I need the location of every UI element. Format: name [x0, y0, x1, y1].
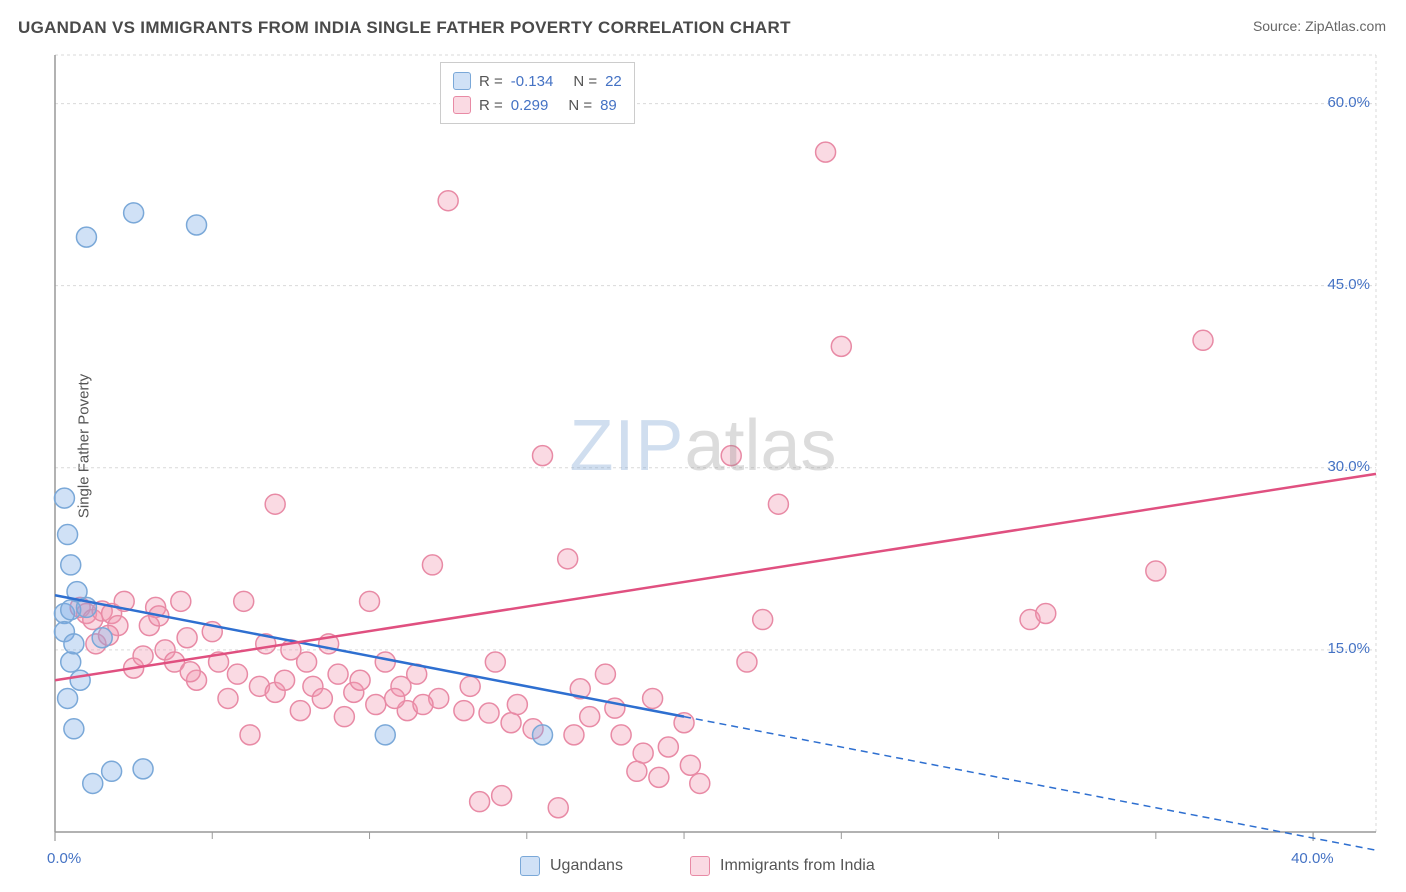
bottom-legend-india: Immigrants from India [690, 856, 875, 876]
x-tick-label: 40.0% [1291, 850, 1334, 867]
legend-r-label: R = [479, 73, 503, 90]
legend-r-ugandans: -0.134 [511, 73, 554, 90]
legend-n-label: N = [573, 73, 597, 90]
legend-n-label: N = [568, 97, 592, 114]
legend-label-india: Immigrants from India [720, 857, 875, 875]
legend-label-ugandans: Ugandans [550, 857, 623, 875]
y-tick-label: 45.0% [1327, 276, 1370, 293]
legend-swatch-india [690, 856, 710, 876]
scatter-plot [0, 0, 1406, 892]
legend-swatch-ugandans [453, 72, 471, 90]
legend-n-india: 89 [600, 97, 617, 114]
y-tick-label: 15.0% [1327, 640, 1370, 657]
legend-swatch-india [453, 96, 471, 114]
y-tick-label: 60.0% [1327, 94, 1370, 111]
y-tick-label: 30.0% [1327, 458, 1370, 475]
x-tick-label: 0.0% [47, 850, 81, 867]
chart-container: UGANDAN VS IMMIGRANTS FROM INDIA SINGLE … [0, 0, 1406, 892]
legend-r-label: R = [479, 97, 503, 114]
stats-legend: R = -0.134 N = 22 R = 0.299 N = 89 [440, 62, 635, 124]
stats-legend-row-india: R = 0.299 N = 89 [453, 93, 622, 117]
stats-legend-row-ugandans: R = -0.134 N = 22 [453, 69, 622, 93]
legend-swatch-ugandans [520, 856, 540, 876]
legend-n-ugandans: 22 [605, 73, 622, 90]
legend-r-india: 0.299 [511, 97, 549, 114]
bottom-legend-ugandans: Ugandans [520, 856, 623, 876]
